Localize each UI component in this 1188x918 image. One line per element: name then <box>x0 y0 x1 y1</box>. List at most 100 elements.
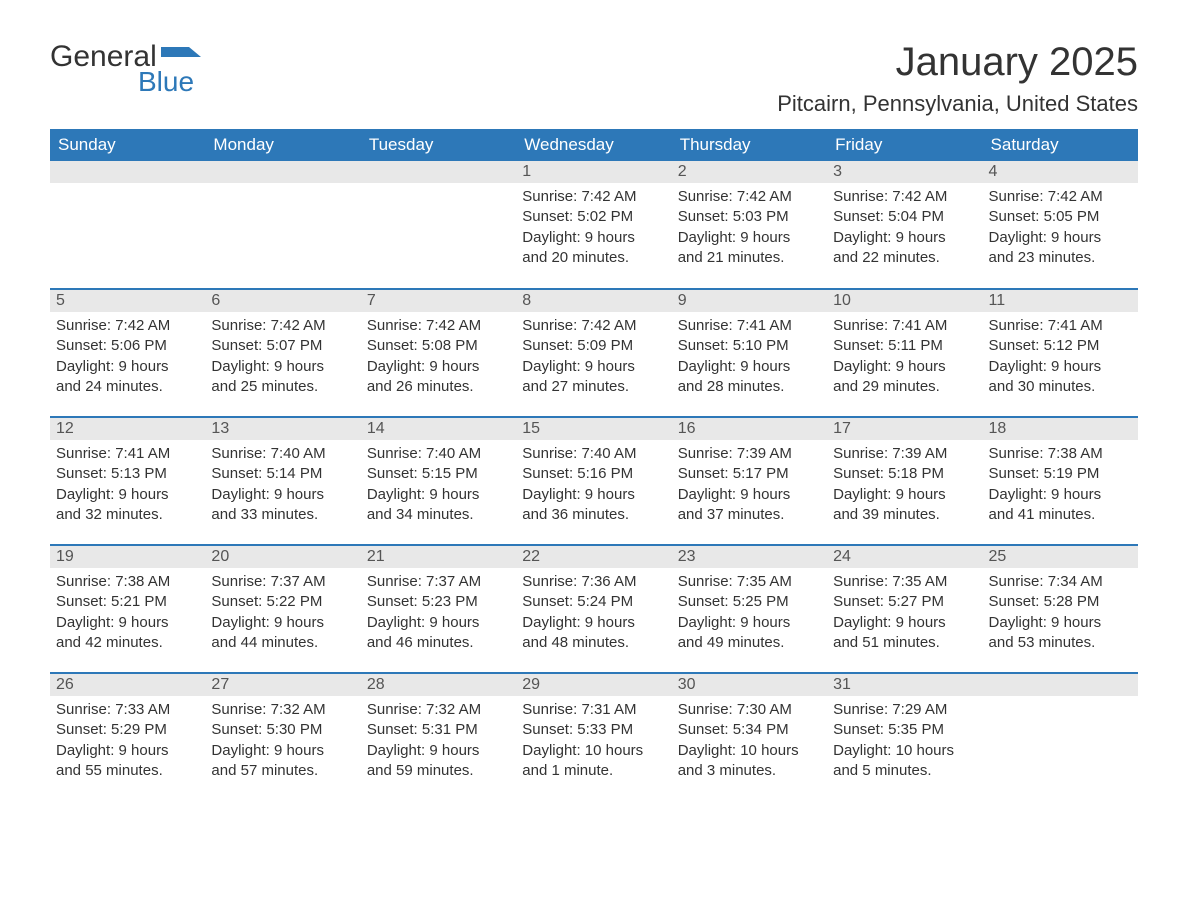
calendar-day-cell: 10Sunrise: 7:41 AMSunset: 5:11 PMDayligh… <box>827 289 982 417</box>
sunrise-text: Sunrise: 7:42 AM <box>833 187 976 207</box>
day-info: Sunrise: 7:32 AMSunset: 5:30 PMDaylight:… <box>205 696 360 785</box>
sunrise-text: Sunrise: 7:36 AM <box>522 572 665 592</box>
calendar-day-cell: 20Sunrise: 7:37 AMSunset: 5:22 PMDayligh… <box>205 545 360 673</box>
sunset-text: Sunset: 5:05 PM <box>989 207 1132 227</box>
calendar-body: 1Sunrise: 7:42 AMSunset: 5:02 PMDaylight… <box>50 161 1138 801</box>
sunrise-text: Sunrise: 7:40 AM <box>522 444 665 464</box>
sunset-text: Sunset: 5:10 PM <box>678 336 821 356</box>
daylight-line1: Daylight: 9 hours <box>367 485 510 505</box>
calendar-day-cell: 23Sunrise: 7:35 AMSunset: 5:25 PMDayligh… <box>672 545 827 673</box>
sunset-text: Sunset: 5:33 PM <box>522 720 665 740</box>
day-number: 5 <box>50 290 205 312</box>
day-number: 31 <box>827 674 982 696</box>
sunset-text: Sunset: 5:02 PM <box>522 207 665 227</box>
daylight-line1: Daylight: 9 hours <box>678 228 821 248</box>
calendar-day-cell: 9Sunrise: 7:41 AMSunset: 5:10 PMDaylight… <box>672 289 827 417</box>
day-number: 8 <box>516 290 671 312</box>
daylight-line2: and 55 minutes. <box>56 761 199 781</box>
sunrise-text: Sunrise: 7:42 AM <box>678 187 821 207</box>
day-info: Sunrise: 7:42 AMSunset: 5:09 PMDaylight:… <box>516 312 671 401</box>
sunrise-text: Sunrise: 7:42 AM <box>989 187 1132 207</box>
day-info: Sunrise: 7:29 AMSunset: 5:35 PMDaylight:… <box>827 696 982 785</box>
day-number: 1 <box>516 161 671 183</box>
sunrise-text: Sunrise: 7:41 AM <box>56 444 199 464</box>
sunset-text: Sunset: 5:24 PM <box>522 592 665 612</box>
daylight-line1: Daylight: 9 hours <box>833 485 976 505</box>
daylight-line1: Daylight: 10 hours <box>833 741 976 761</box>
day-info: Sunrise: 7:38 AMSunset: 5:19 PMDaylight:… <box>983 440 1138 529</box>
day-number: 14 <box>361 418 516 440</box>
daylight-line2: and 53 minutes. <box>989 633 1132 653</box>
day-info: Sunrise: 7:39 AMSunset: 5:18 PMDaylight:… <box>827 440 982 529</box>
daylight-line1: Daylight: 9 hours <box>522 228 665 248</box>
day-number: 21 <box>361 546 516 568</box>
day-info: Sunrise: 7:36 AMSunset: 5:24 PMDaylight:… <box>516 568 671 657</box>
day-info: Sunrise: 7:41 AMSunset: 5:11 PMDaylight:… <box>827 312 982 401</box>
day-info: Sunrise: 7:41 AMSunset: 5:13 PMDaylight:… <box>50 440 205 529</box>
month-title: January 2025 <box>777 40 1138 85</box>
sunrise-text: Sunrise: 7:34 AM <box>989 572 1132 592</box>
calendar-day-cell: 26Sunrise: 7:33 AMSunset: 5:29 PMDayligh… <box>50 673 205 801</box>
daylight-line1: Daylight: 9 hours <box>56 485 199 505</box>
day-info: Sunrise: 7:32 AMSunset: 5:31 PMDaylight:… <box>361 696 516 785</box>
day-info: Sunrise: 7:39 AMSunset: 5:17 PMDaylight:… <box>672 440 827 529</box>
daylight-line2: and 23 minutes. <box>989 248 1132 268</box>
day-info: Sunrise: 7:42 AMSunset: 5:04 PMDaylight:… <box>827 183 982 272</box>
sunrise-text: Sunrise: 7:40 AM <box>211 444 354 464</box>
daylight-line1: Daylight: 9 hours <box>211 741 354 761</box>
daylight-line2: and 59 minutes. <box>367 761 510 781</box>
day-info: Sunrise: 7:42 AMSunset: 5:02 PMDaylight:… <box>516 183 671 272</box>
calendar-day-cell: 18Sunrise: 7:38 AMSunset: 5:19 PMDayligh… <box>983 417 1138 545</box>
calendar-day-cell: 3Sunrise: 7:42 AMSunset: 5:04 PMDaylight… <box>827 161 982 289</box>
sunset-text: Sunset: 5:09 PM <box>522 336 665 356</box>
daylight-line1: Daylight: 10 hours <box>522 741 665 761</box>
day-number: 23 <box>672 546 827 568</box>
calendar-week-row: 19Sunrise: 7:38 AMSunset: 5:21 PMDayligh… <box>50 545 1138 673</box>
daylight-line1: Daylight: 9 hours <box>211 613 354 633</box>
weekday-header: Saturday <box>983 129 1138 161</box>
sunrise-text: Sunrise: 7:42 AM <box>367 316 510 336</box>
daylight-line2: and 57 minutes. <box>211 761 354 781</box>
calendar-table: Sunday Monday Tuesday Wednesday Thursday… <box>50 129 1138 801</box>
sunrise-text: Sunrise: 7:29 AM <box>833 700 976 720</box>
calendar-day-cell: 6Sunrise: 7:42 AMSunset: 5:07 PMDaylight… <box>205 289 360 417</box>
calendar-day-cell: 30Sunrise: 7:30 AMSunset: 5:34 PMDayligh… <box>672 673 827 801</box>
calendar-day-cell <box>205 161 360 289</box>
daylight-line2: and 41 minutes. <box>989 505 1132 525</box>
weekday-header: Friday <box>827 129 982 161</box>
day-number: 18 <box>983 418 1138 440</box>
daylight-line1: Daylight: 9 hours <box>678 613 821 633</box>
daylight-line2: and 22 minutes. <box>833 248 976 268</box>
daylight-line1: Daylight: 9 hours <box>989 228 1132 248</box>
sunrise-text: Sunrise: 7:37 AM <box>367 572 510 592</box>
day-number: 12 <box>50 418 205 440</box>
sunrise-text: Sunrise: 7:42 AM <box>211 316 354 336</box>
calendar-day-cell: 4Sunrise: 7:42 AMSunset: 5:05 PMDaylight… <box>983 161 1138 289</box>
sunrise-text: Sunrise: 7:32 AM <box>367 700 510 720</box>
daylight-line1: Daylight: 9 hours <box>211 485 354 505</box>
day-number: 28 <box>361 674 516 696</box>
day-number: 2 <box>672 161 827 183</box>
day-number: 7 <box>361 290 516 312</box>
sunset-text: Sunset: 5:14 PM <box>211 464 354 484</box>
daylight-line1: Daylight: 9 hours <box>678 485 821 505</box>
sunset-text: Sunset: 5:15 PM <box>367 464 510 484</box>
sunset-text: Sunset: 5:22 PM <box>211 592 354 612</box>
calendar-day-cell: 24Sunrise: 7:35 AMSunset: 5:27 PMDayligh… <box>827 545 982 673</box>
daylight-line2: and 24 minutes. <box>56 377 199 397</box>
day-info: Sunrise: 7:42 AMSunset: 5:05 PMDaylight:… <box>983 183 1138 272</box>
daylight-line1: Daylight: 9 hours <box>56 741 199 761</box>
sunrise-text: Sunrise: 7:38 AM <box>989 444 1132 464</box>
daylight-line1: Daylight: 9 hours <box>211 357 354 377</box>
daylight-line1: Daylight: 9 hours <box>678 357 821 377</box>
day-number: 13 <box>205 418 360 440</box>
day-number: 17 <box>827 418 982 440</box>
daylight-line2: and 51 minutes. <box>833 633 976 653</box>
daylight-line1: Daylight: 9 hours <box>367 357 510 377</box>
sunrise-text: Sunrise: 7:40 AM <box>367 444 510 464</box>
calendar-day-cell: 19Sunrise: 7:38 AMSunset: 5:21 PMDayligh… <box>50 545 205 673</box>
header-row: General Blue January 2025 Pitcairn, Penn… <box>50 40 1138 117</box>
day-number-empty <box>983 674 1138 696</box>
day-info: Sunrise: 7:42 AMSunset: 5:08 PMDaylight:… <box>361 312 516 401</box>
sunset-text: Sunset: 5:21 PM <box>56 592 199 612</box>
